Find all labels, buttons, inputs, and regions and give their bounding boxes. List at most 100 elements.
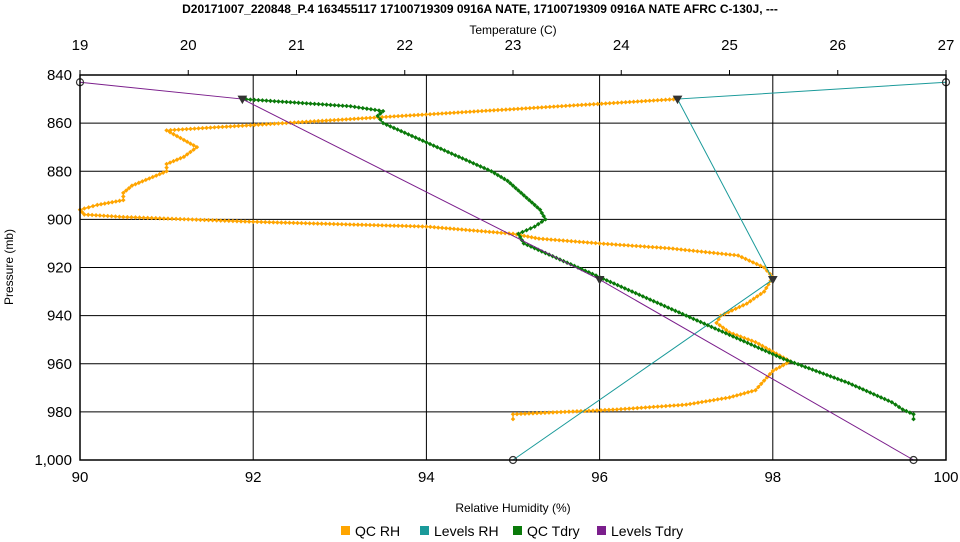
data-point [339,221,345,227]
data-point [359,222,365,228]
data-point [268,98,273,104]
data-point [260,98,265,103]
data-point [871,391,877,397]
data-point [363,115,369,121]
data-point [900,407,905,412]
data-point [523,106,529,111]
data-point [886,398,891,403]
data-point [308,101,313,106]
data-point [853,383,859,389]
data-point [662,245,668,251]
data-point [695,248,700,254]
data-point [391,125,397,131]
data-point [727,395,732,400]
data-point [328,102,333,108]
data-point [443,225,449,231]
data-point [573,239,578,244]
data-point [344,103,349,109]
series-line-levels-tdry [79,81,914,461]
legend-swatch [341,526,350,535]
chart-title: D20171007_220848_P.4 163455117 171007193… [182,2,778,16]
data-point [521,233,527,239]
data-point [679,402,685,408]
data-point [622,406,628,412]
data-point [491,229,496,235]
data-point [188,126,193,132]
data-point [210,218,215,223]
y-tick-label: 1,000 [34,452,72,469]
data-point [252,97,257,103]
data-point [571,103,577,108]
data-point [391,114,397,119]
legend-label: Levels RH [434,523,499,539]
data-point [752,343,758,349]
x-bottom-tick-label: 90 [72,469,89,486]
plot-frame [79,74,947,461]
data-point [327,118,333,123]
data-point [471,160,476,166]
series-levels-tdry [75,78,918,465]
data-point [125,214,130,220]
data-point [90,203,96,209]
data-point [543,104,549,110]
data-point [821,371,826,376]
data-point [764,285,769,291]
data-point [864,388,869,394]
data-point [200,125,205,131]
grid [79,70,947,461]
data-point [161,216,167,221]
data-point [849,382,855,387]
data-point [720,329,725,334]
data-point [565,238,570,244]
data-point [267,219,272,225]
data-point [750,260,756,265]
data-point [608,279,613,285]
data-point [254,219,260,225]
data-point [109,213,114,219]
data-point [642,244,647,249]
data-point [109,199,115,205]
data-point [498,174,504,180]
data-point [647,404,652,410]
x-top-tick-label: 24 [613,37,630,54]
data-point [601,241,606,246]
data-point [734,393,740,398]
data-point [398,128,404,134]
data-point [491,108,497,113]
data-point [678,247,684,252]
data-point [878,395,884,400]
data-point [312,101,317,107]
data-point [533,235,538,241]
data-point [694,318,700,323]
data-point [409,133,415,139]
data-point [367,115,373,121]
data-point [615,282,620,288]
data-point [554,409,560,415]
data-point [828,374,833,379]
data-point [529,234,534,240]
data-point [720,325,726,330]
data-point [276,99,281,104]
data-point [432,224,437,230]
data-point [542,410,548,416]
data-point [447,226,453,231]
y-tick-label: 920 [47,260,72,277]
data-point [719,251,725,257]
data-point [534,410,540,416]
data-point [412,223,417,229]
data-point [767,371,773,377]
y-tick-label: 840 [47,67,72,84]
data-point [524,227,529,233]
data-point [623,99,628,105]
data-point [522,411,528,416]
data-point [474,162,480,168]
data-point [176,127,181,132]
data-point [581,239,586,245]
data-point [531,105,537,111]
data-point [634,243,639,249]
data-point [169,216,175,222]
data-point [566,409,572,414]
data-point [283,220,288,225]
data-point [626,406,632,411]
